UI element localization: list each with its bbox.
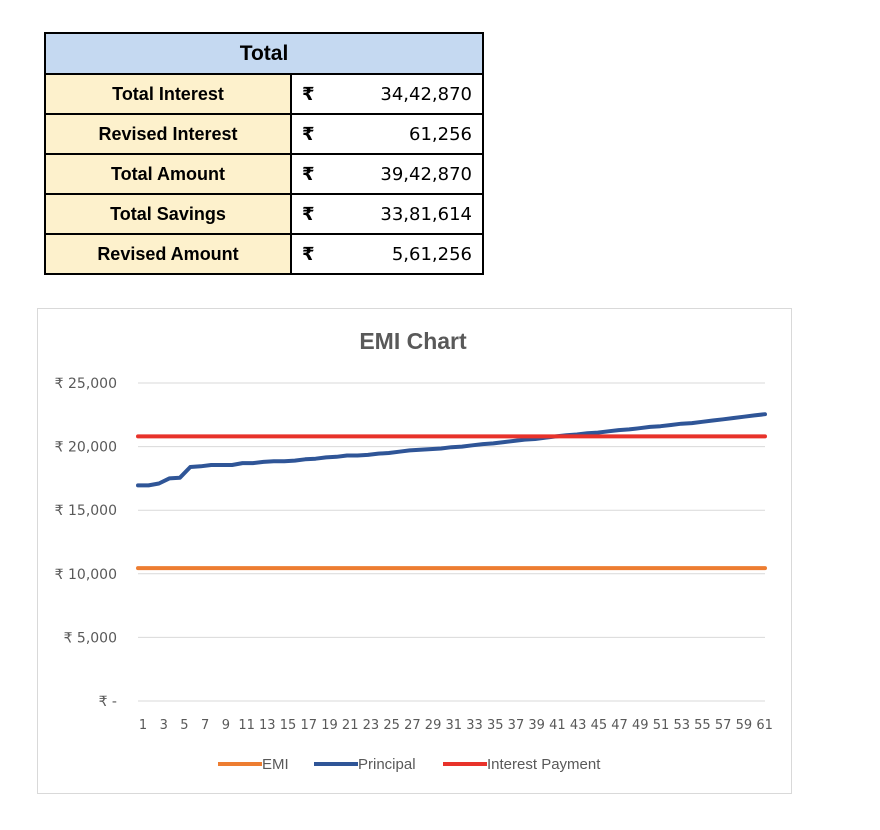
x-tick-label: 21	[342, 718, 359, 733]
x-tick-label: 47	[611, 718, 628, 733]
x-tick-label: 3	[160, 718, 168, 733]
x-tick-label: 7	[201, 718, 209, 733]
x-tick-label: 57	[715, 718, 732, 733]
summary-row-label: Total Interest	[44, 73, 292, 115]
summary-row-value: 34,42,870	[380, 83, 472, 105]
y-tick-label: ₹ 5,000	[64, 630, 117, 646]
x-tick-label: 1	[139, 718, 147, 733]
y-tick-label: ₹ 25,000	[55, 376, 117, 392]
rupee-symbol: ₹	[302, 83, 315, 104]
rupee-symbol: ₹	[302, 123, 315, 144]
y-tick-label: ₹ 20,000	[55, 440, 117, 456]
x-tick-label: 17	[300, 718, 317, 733]
summary-row-value-cell: ₹61,256	[290, 113, 484, 155]
x-tick-label: 31	[446, 718, 463, 733]
x-tick-label: 59	[736, 718, 753, 733]
x-tick-label: 39	[528, 718, 545, 733]
x-tick-label: 61	[756, 718, 773, 733]
summary-row: Total Savings ₹33,81,614	[44, 193, 484, 235]
summary-row-label: Revised Interest	[44, 113, 292, 155]
legend-label: EMI	[262, 756, 289, 773]
summary-row-value: 61,256	[409, 123, 472, 145]
summary-row-label: Total Amount	[44, 153, 292, 195]
summary-header-row: Total	[44, 32, 484, 75]
summary-row-label: Total Savings	[44, 193, 292, 235]
x-tick-label: 51	[653, 718, 670, 733]
x-tick-label: 41	[549, 718, 566, 733]
series-line-principal	[136, 412, 767, 488]
y-axis-ticks: ₹ - ₹ 5,000 ₹ 10,000 ₹ 15,000 ₹ 20,000 ₹ 25,0…	[55, 376, 117, 710]
y-tick-label: ₹ 15,000	[55, 503, 117, 519]
x-tick-label: 33	[466, 718, 483, 733]
x-tick-label: 43	[570, 718, 587, 733]
x-tick-label: 5	[180, 718, 188, 733]
summary-row: Total Amount ₹39,42,870	[44, 153, 484, 195]
chart-series	[136, 412, 767, 571]
x-tick-label: 11	[238, 718, 255, 733]
x-tick-label: 25	[383, 718, 400, 733]
chart-title: EMI Chart	[359, 328, 467, 354]
x-tick-label: 13	[259, 718, 276, 733]
rupee-symbol: ₹	[302, 163, 315, 184]
summary-row: Total Interest ₹34,42,870	[44, 73, 484, 115]
x-tick-label: 55	[694, 718, 711, 733]
x-tick-label: 23	[363, 718, 380, 733]
summary-row-value-cell: ₹33,81,614	[290, 193, 484, 235]
x-tick-label: 29	[425, 718, 442, 733]
emi-chart-svg: EMI Chart ₹ - ₹ 5,000 ₹ 10,000 ₹ 15,000 ₹ 20…	[55, 328, 773, 773]
x-tick-label: 45	[591, 718, 608, 733]
chart-legend: EMI Principal Interest Payment	[218, 756, 601, 773]
emi-chart: EMI Chart ₹ - ₹ 5,000 ₹ 10,000 ₹ 15,000 ₹ 20…	[37, 308, 792, 794]
summary-row-value: 33,81,614	[380, 203, 472, 225]
x-tick-label: 35	[487, 718, 504, 733]
x-tick-label: 49	[632, 718, 649, 733]
rupee-symbol: ₹	[302, 243, 315, 264]
x-tick-label: 19	[321, 718, 338, 733]
summary-row: Revised Interest ₹61,256	[44, 113, 484, 155]
summary-row-value-cell: ₹5,61,256	[290, 233, 484, 275]
legend-label: Interest Payment	[487, 756, 601, 773]
chart-gridlines	[138, 382, 765, 702]
x-tick-label: 27	[404, 718, 421, 733]
summary-table: Total Total Interest ₹34,42,870 Revised In…	[44, 32, 484, 275]
summary-body: Total Interest ₹34,42,870 Revised Interest…	[44, 73, 484, 275]
legend-label: Principal	[358, 756, 416, 773]
y-tick-label: ₹ 10,000	[55, 567, 117, 583]
summary-row-value: 5,61,256	[391, 243, 472, 265]
x-tick-label: 53	[673, 718, 690, 733]
x-tick-label: 37	[508, 718, 525, 733]
y-tick-label: ₹ -	[99, 694, 117, 710]
x-tick-label: 15	[280, 718, 297, 733]
summary-row-value-cell: ₹39,42,870	[290, 153, 484, 195]
summary-row-value: 39,42,870	[380, 163, 472, 185]
summary-row: Revised Amount ₹5,61,256	[44, 233, 484, 275]
x-tick-label: 9	[222, 718, 230, 733]
rupee-symbol: ₹	[302, 203, 315, 224]
summary-row-value-cell: ₹34,42,870	[290, 73, 484, 115]
x-axis-ticks: 1 3 5 7 9 11 13 15 17 19 21 23 25 27 29 31 33 35 37 39 41 43 4…	[139, 718, 773, 733]
summary-header: Total	[44, 32, 484, 75]
summary-row-label: Revised Amount	[44, 233, 292, 275]
